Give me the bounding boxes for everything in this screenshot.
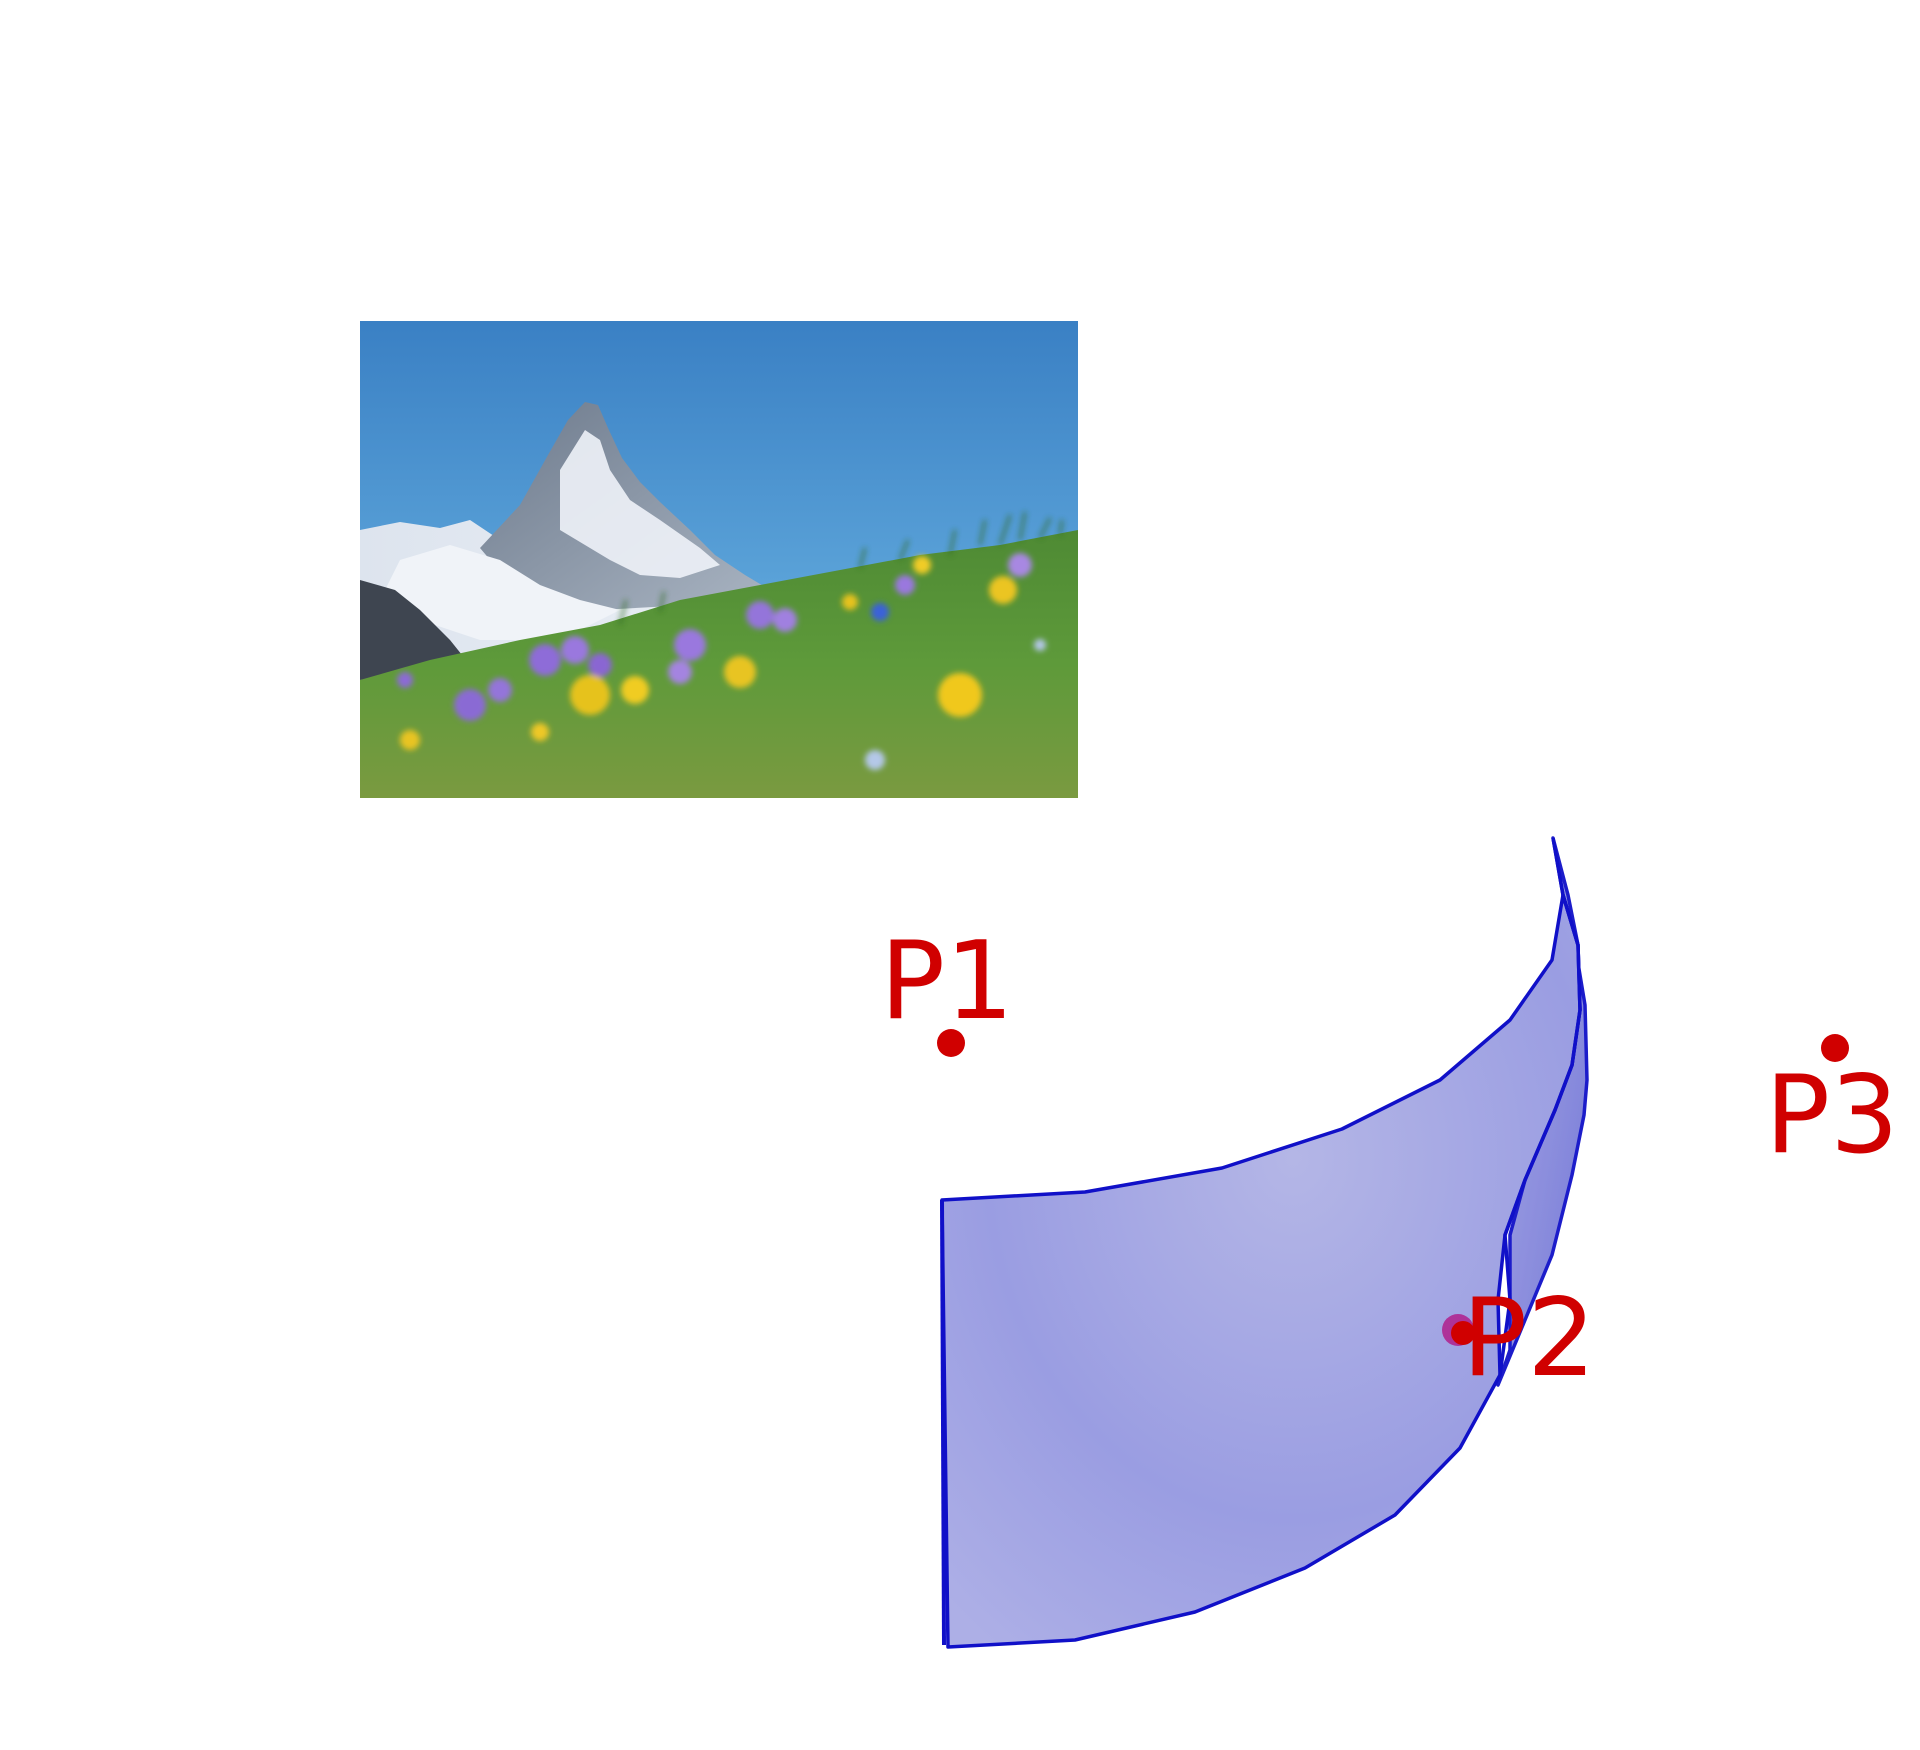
- point-p3-marker: [1821, 1034, 1849, 1062]
- point-p1-marker: [937, 1029, 965, 1057]
- point-p2: P2: [1442, 1276, 1596, 1401]
- point-p3: P3: [1765, 1034, 1899, 1178]
- curved-surface: [940, 836, 1589, 1649]
- point-p2-label: P2: [1462, 1276, 1596, 1401]
- point-p3-label: P3: [1765, 1053, 1899, 1178]
- surface-fold-edge: [1498, 894, 1582, 1376]
- surface-left-edge: [940, 1199, 946, 1646]
- point-p2-marker: [1451, 1321, 1475, 1345]
- point-p1-label: P1: [880, 919, 1014, 1044]
- mountain-meadow-photo: [360, 321, 1078, 798]
- surface-top-edge: [1551, 837, 1580, 946]
- point-p1: P1: [880, 919, 1014, 1057]
- surface-front-sheet: [940, 893, 1582, 1649]
